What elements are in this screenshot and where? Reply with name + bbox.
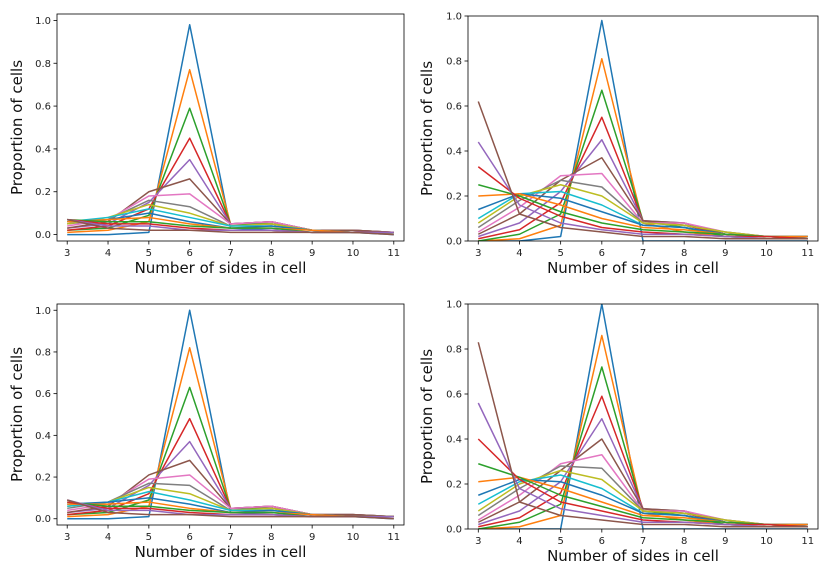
- y-tick-label: 0.2: [446, 192, 462, 203]
- y-tick-label: 0.4: [35, 144, 51, 155]
- x-tick-label: 11: [387, 532, 400, 543]
- x-tick-label: 5: [146, 248, 152, 259]
- y-tick-label: 0.2: [35, 187, 51, 198]
- x-axis-label: Number of sides in cell: [135, 543, 307, 561]
- series-line-s6: [477, 157, 808, 240]
- y-tick-label: 0.6: [35, 389, 51, 400]
- chart-bottom-left: 3 4 5 6 7 8 9 10 11 0.0 0.2 0.4 0.6 0.8 1.0 Number of s…: [8, 303, 405, 561]
- y-tick-label: 0.2: [446, 480, 462, 491]
- series-line-s2: [67, 68, 394, 234]
- chart-top-left: 3 4 5 6 7 8 9 10 11 0.0 0.2 0.4 0.6 0.8 1.0 Number of s…: [8, 13, 405, 277]
- x-tick-label: 5: [557, 248, 563, 259]
- x-tick-label: 5: [557, 536, 563, 547]
- x-tick-label: 10: [347, 532, 360, 543]
- chart-bottom-right: 3 4 5 6 7 8 9 10 11 0.0 0.2 0.4 0.6 0.8 1.0 Number of s…: [418, 300, 819, 565]
- series-line-s14: [477, 166, 808, 240]
- series-line-s2: [478, 58, 808, 241]
- y-tick-label: 0.8: [35, 59, 51, 70]
- axes-frame: [56, 303, 405, 526]
- y-tick-label: 0.4: [446, 147, 462, 158]
- series-line-s9: [477, 184, 808, 238]
- series-line-s14: [477, 438, 808, 528]
- series-line-s16: [477, 101, 808, 240]
- x-tick-label: 8: [681, 536, 687, 547]
- x-tick-label: 11: [387, 248, 400, 259]
- x-tick-label: 4: [516, 248, 522, 259]
- y-axis-label: Proportion of cells: [8, 347, 26, 482]
- y-tick-label: 1.0: [446, 12, 462, 23]
- y-tick-label: 0.4: [446, 435, 462, 446]
- x-tick-label: 7: [640, 248, 646, 259]
- x-tick-label: 6: [186, 248, 192, 259]
- x-tick-label: 9: [309, 532, 315, 543]
- y-axis-label: Proportion of cells: [418, 349, 436, 484]
- y-axis-label: Proportion of cells: [8, 60, 26, 195]
- x-tick-label: 10: [760, 536, 773, 547]
- series-line-s16: [67, 218, 394, 236]
- series-line-s1: [67, 23, 394, 236]
- y-tick-label: 0.6: [35, 102, 51, 113]
- x-tick-label: 7: [227, 248, 233, 259]
- x-tick-label: 3: [475, 248, 481, 259]
- x-tick-label: 11: [801, 248, 814, 259]
- x-tick-label: 7: [227, 532, 233, 543]
- y-tick-label: 0.0: [35, 514, 51, 525]
- series-line-s1: [67, 309, 394, 520]
- series-line-s2: [478, 334, 808, 529]
- chart-top-right: 3 4 5 6 7 8 9 10 11 0.0 0.2 0.4 0.6 0.8 1.0 Number of s…: [418, 12, 819, 277]
- x-tick-label: 3: [64, 248, 70, 259]
- y-tick-label: 0.6: [446, 102, 462, 113]
- x-axis-label: Number of sides in cell: [547, 259, 719, 277]
- series-line-s16: [477, 342, 808, 528]
- y-tick-label: 1.0: [35, 306, 51, 317]
- x-tick-label: 8: [268, 532, 274, 543]
- series-line-s3: [67, 386, 394, 518]
- series-line-s3: [478, 89, 808, 241]
- x-tick-label: 6: [599, 248, 605, 259]
- y-tick-label: 0.8: [35, 347, 51, 358]
- series-line-s1: [478, 19, 808, 241]
- x-tick-label: 9: [309, 248, 315, 259]
- y-tick-label: 0.0: [446, 525, 462, 536]
- y-tick-label: 0.0: [35, 230, 51, 241]
- x-tick-label: 4: [516, 536, 522, 547]
- x-tick-label: 5: [146, 532, 152, 543]
- x-tick-label: 9: [722, 536, 728, 547]
- x-tick-label: 8: [268, 248, 274, 259]
- x-axis-label: Number of sides in cell: [547, 547, 719, 565]
- y-tick-label: 0.8: [446, 57, 462, 68]
- x-tick-label: 3: [64, 532, 70, 543]
- y-tick-label: 0.0: [446, 237, 462, 248]
- x-tick-label: 6: [186, 532, 192, 543]
- x-tick-label: 10: [347, 248, 360, 259]
- y-tick-label: 0.4: [35, 431, 51, 442]
- y-tick-label: 0.2: [35, 473, 51, 484]
- x-tick-label: 11: [801, 536, 814, 547]
- x-tick-label: 6: [599, 536, 605, 547]
- series-line-s7: [477, 454, 808, 526]
- x-tick-label: 8: [681, 248, 687, 259]
- series-line-s9: [477, 469, 808, 526]
- series-line-s2: [67, 347, 394, 518]
- x-tick-label: 4: [105, 248, 111, 259]
- x-tick-label: 7: [640, 536, 646, 547]
- series-line-s16: [66, 499, 394, 520]
- y-axis-label: Proportion of cells: [418, 61, 436, 196]
- axes-frame: [56, 13, 405, 242]
- series-line-s3: [67, 107, 394, 234]
- x-tick-label: 9: [722, 248, 728, 259]
- y-tick-label: 0.8: [446, 345, 462, 356]
- x-tick-label: 10: [760, 248, 773, 259]
- y-tick-label: 0.6: [446, 390, 462, 401]
- y-tick-label: 1.0: [35, 16, 51, 27]
- x-axis-label: Number of sides in cell: [135, 259, 307, 277]
- y-tick-label: 1.0: [446, 300, 462, 311]
- x-tick-label: 4: [105, 532, 111, 543]
- x-tick-label: 3: [475, 536, 481, 547]
